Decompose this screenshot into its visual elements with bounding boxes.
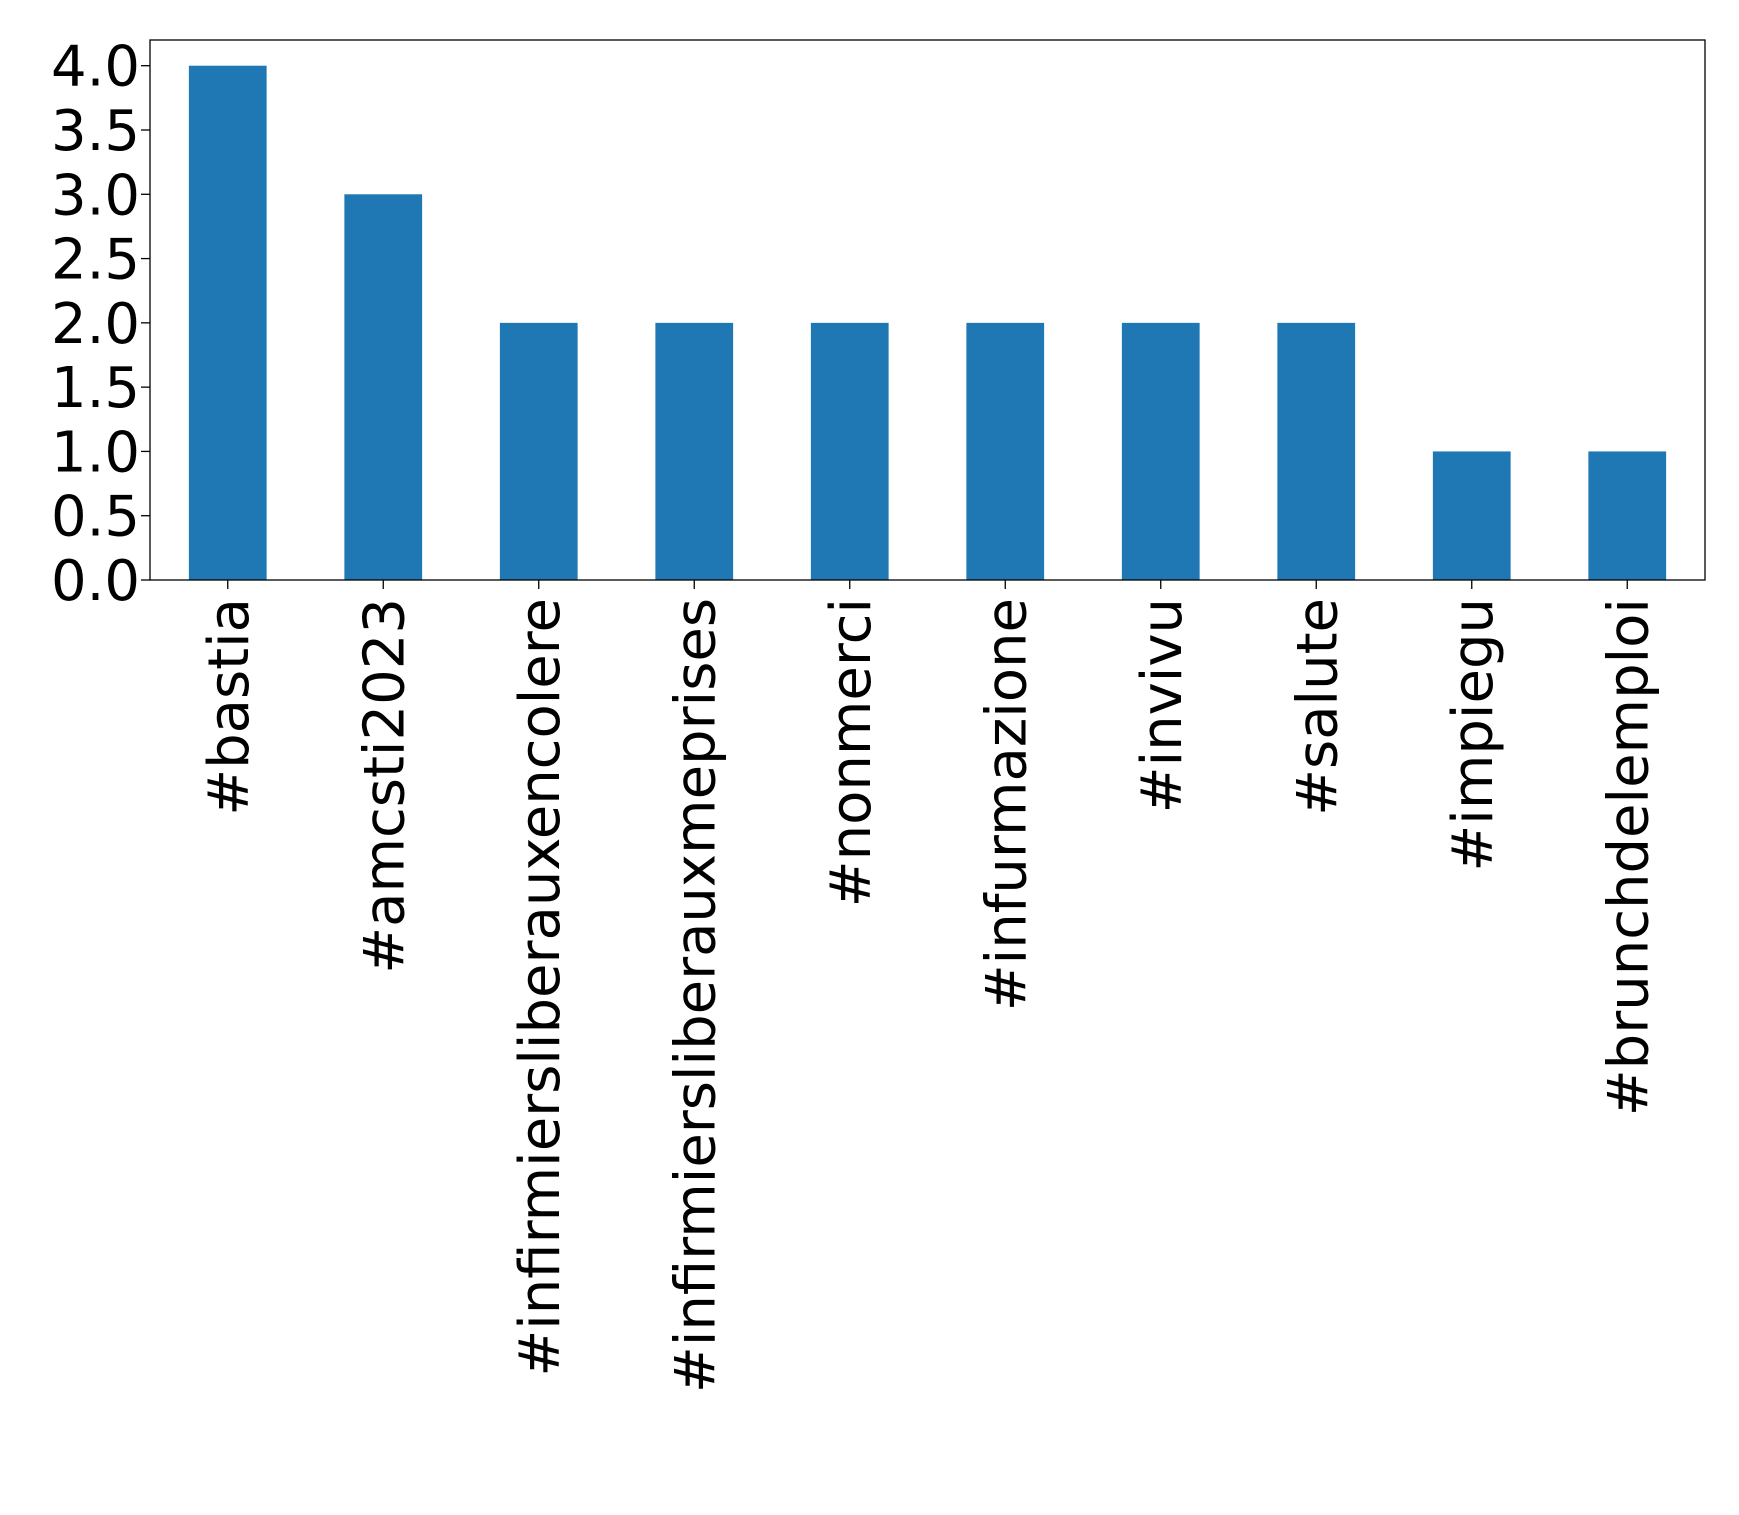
bar: [810, 322, 889, 580]
x-tick-label: #salute: [1285, 598, 1350, 816]
y-tick-label: 1.5: [51, 356, 140, 421]
plot-frame: [149, 39, 1706, 581]
bar: [1588, 451, 1667, 580]
x-tick-label: #infurmazione: [974, 598, 1039, 1011]
y-tick-label: 0.0: [51, 549, 140, 614]
y-tick-label: 3.5: [51, 99, 140, 164]
y-tick-label: 4.0: [51, 35, 140, 100]
bar: [966, 322, 1045, 580]
y-tick-label: 2.0: [51, 292, 140, 357]
x-tick-label: #brunchdelemploi: [1596, 598, 1661, 1116]
bar: [499, 322, 578, 580]
x-tick-label: #infirmiersliberauxmeprises: [663, 598, 728, 1393]
x-axis: #bastia #amcsti2023 #infirmiersliberauxenc…: [197, 580, 1661, 1393]
y-tick-label: 3.0: [51, 163, 140, 228]
bar: [1121, 322, 1200, 580]
y-axis: 0.00.51.01.52.02.53.03.54.0: [51, 35, 150, 614]
x-tick-label: #invivu: [1130, 598, 1195, 813]
x-tick-label: #nonmerci: [819, 598, 884, 907]
bar: [344, 194, 423, 581]
bar: [1277, 322, 1356, 580]
y-tick-label: 1.0: [51, 420, 140, 485]
bar: [655, 322, 734, 580]
x-tick-label: #amcsti2023: [352, 598, 417, 974]
bar: [1432, 451, 1511, 580]
y-tick-label: 2.5: [51, 228, 140, 293]
bars-layer: [188, 65, 1667, 581]
bar: [188, 65, 267, 580]
x-tick-label: #infirmiersliberauxencolere: [508, 598, 573, 1377]
x-tick-label: #impiegu: [1441, 598, 1506, 872]
y-tick-label: 0.5: [51, 485, 140, 550]
x-tick-label: #bastia: [197, 598, 262, 816]
